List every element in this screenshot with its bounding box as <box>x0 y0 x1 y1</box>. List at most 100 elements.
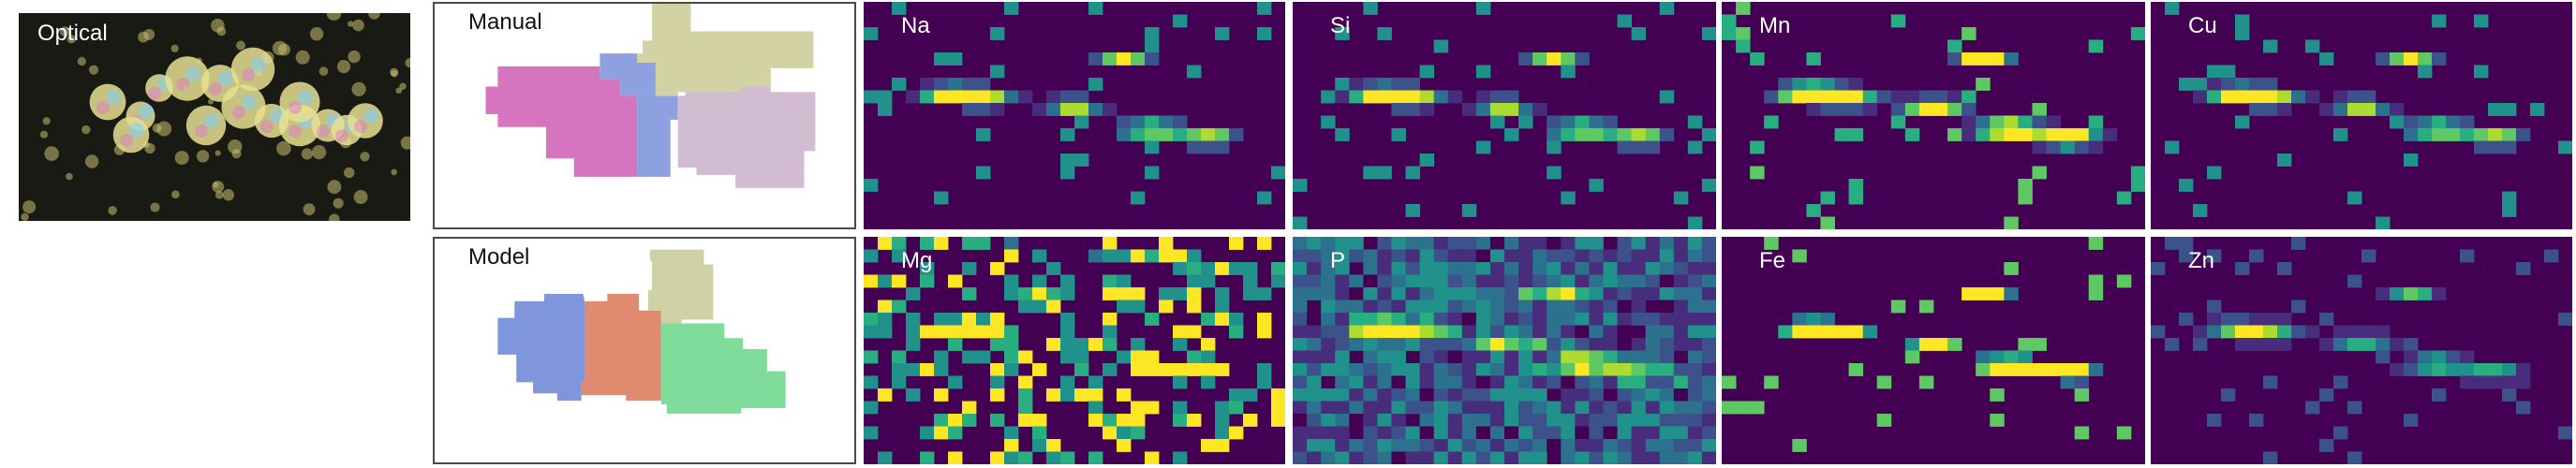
heatmap-pixel <box>1736 2 1751 15</box>
heatmap-pixel <box>2432 52 2447 66</box>
heatmap-pixel <box>1701 426 1716 440</box>
heatmap-pixel <box>1687 237 1703 250</box>
heatmap-pixel <box>2347 401 2362 415</box>
heatmap-pixel <box>864 375 879 389</box>
heatmap-pixel <box>1489 237 1505 250</box>
heatmap-pixel <box>1447 426 1463 440</box>
si-heatmap <box>1293 2 1716 229</box>
heatmap-pixel <box>1673 338 1689 351</box>
optical-particle <box>336 60 351 74</box>
heatmap-pixel <box>2474 375 2489 389</box>
heatmap-pixel <box>1117 128 1132 141</box>
heatmap-pixel <box>1504 414 1519 427</box>
heatmap-pixel <box>1349 375 1364 389</box>
heatmap-pixel <box>1046 451 1061 464</box>
heatmap-pixel <box>1617 451 1632 464</box>
heatmap-pixel <box>1173 262 1188 275</box>
heatmap-pixel <box>1363 388 1378 402</box>
heatmap-pixel <box>2277 313 2292 326</box>
heatmap-pixel <box>2319 338 2334 351</box>
optical-particle <box>222 189 234 201</box>
heatmap-pixel <box>1391 426 1406 440</box>
heatmap-pixel <box>1433 325 1449 339</box>
heatmap-pixel <box>1419 300 1435 314</box>
heatmap-pixel <box>1631 451 1647 464</box>
heatmap-pixel <box>1904 90 1920 104</box>
heatmap-pixel <box>2404 287 2419 300</box>
optical-particle <box>204 113 219 128</box>
heatmap-pixel <box>1293 338 1308 351</box>
heatmap-pixel <box>1561 325 1576 339</box>
heatmap-pixel <box>2130 27 2145 40</box>
optical-particle <box>60 26 70 37</box>
heatmap-pixel <box>1117 426 1132 440</box>
heatmap-pixel <box>1335 90 1350 104</box>
heatmap-pixel <box>1447 350 1463 364</box>
heatmap-pixel <box>1722 14 1737 28</box>
heatmap-pixel <box>1321 325 1336 339</box>
heatmap-pixel <box>1145 52 1160 66</box>
heatmap-pixel <box>2004 216 2019 229</box>
heatmap-pixel <box>1145 350 1160 364</box>
heatmap-pixel <box>2432 14 2447 28</box>
heatmap-pixel <box>962 103 977 116</box>
heatmap-pixel <box>1617 325 1632 339</box>
heatmap-pixel <box>2046 140 2061 154</box>
heatmap-pixel <box>934 52 949 66</box>
heatmap-pixel <box>920 262 935 275</box>
heatmap-pixel <box>1631 274 1647 288</box>
heatmap-pixel <box>990 90 1005 104</box>
heatmap-pixel <box>2502 363 2517 376</box>
heatmap-pixel <box>2088 140 2104 154</box>
heatmap-pixel <box>1603 313 1618 326</box>
heatmap-pixel <box>1159 287 1174 300</box>
heatmap-pixel <box>1159 363 1174 376</box>
heatmap-pixel <box>1532 363 1547 376</box>
heatmap-pixel <box>1363 451 1378 464</box>
heatmap-pixel <box>1201 262 1216 275</box>
heatmap-pixel <box>2347 451 2362 464</box>
heatmap-pixel <box>1405 426 1420 440</box>
heatmap-pixel <box>1447 375 1463 389</box>
heatmap-pixel <box>990 313 1005 326</box>
heatmap-pixel <box>2516 363 2531 376</box>
heatmap-pixel <box>1631 401 1647 415</box>
heatmap-pixel <box>2376 350 2391 364</box>
heatmap-pixel <box>1377 300 1392 314</box>
heatmap-pixel <box>1575 401 1590 415</box>
heatmap-pixel <box>1617 363 1632 376</box>
heatmap-pixel <box>934 350 949 364</box>
heatmap-pixel <box>1561 300 1576 314</box>
heatmap-pixel <box>1792 90 1807 104</box>
heatmap-pixel <box>1589 363 1604 376</box>
heatmap-pixel <box>1419 274 1435 288</box>
heatmap-pixel <box>1187 262 1202 275</box>
heatmap-pixel <box>1504 249 1519 263</box>
heatmap-pixel <box>1419 426 1435 440</box>
heatmap-pixel <box>1475 140 1491 154</box>
heatmap-pixel <box>1475 2 1491 15</box>
heatmap-pixel <box>1335 414 1350 427</box>
heatmap-pixel <box>1293 179 1308 192</box>
heatmap-pixel <box>1103 363 1118 376</box>
optical-particle <box>335 129 348 142</box>
heatmap-pixel <box>1848 325 1864 339</box>
heatmap-pixel <box>1363 166 1378 180</box>
heatmap-pixel <box>948 274 963 288</box>
heatmap-pixel <box>1391 274 1406 288</box>
heatmap-pixel <box>1778 78 1793 91</box>
optical-particle <box>326 13 342 21</box>
heatmap-pixel <box>976 313 991 326</box>
heatmap-pixel <box>1701 274 1716 288</box>
heatmap-pixel <box>1088 52 1103 66</box>
heatmap-pixel <box>1659 90 1675 104</box>
heatmap-pixel <box>1229 401 1244 415</box>
heatmap-pixel <box>906 287 921 300</box>
heatmap-pixel <box>1518 287 1533 300</box>
heatmap-pixel <box>1377 262 1392 275</box>
heatmap-pixel <box>2446 363 2461 376</box>
heatmap-pixel <box>2404 338 2419 351</box>
heatmap-pixel <box>1032 363 1047 376</box>
heatmap-pixel <box>1391 90 1406 104</box>
heatmap-pixel <box>1103 325 1118 339</box>
